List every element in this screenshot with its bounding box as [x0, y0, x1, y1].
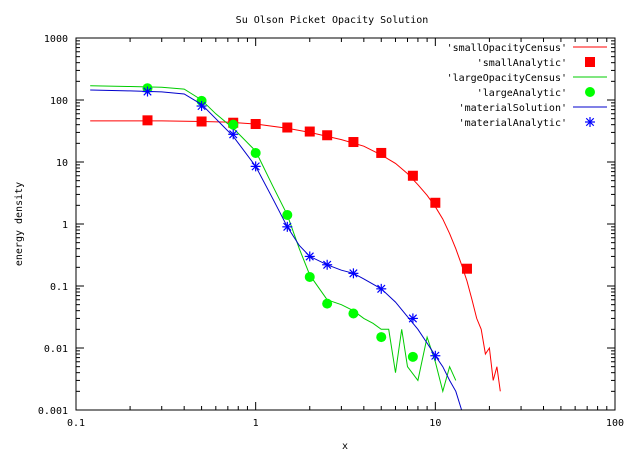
data-point-5	[282, 221, 293, 232]
data-point-5	[407, 313, 418, 324]
legend-label: 'largeOpacityCensus'	[447, 73, 567, 84]
data-point-1	[461, 263, 472, 274]
legend-label: 'materialSolution'	[459, 103, 567, 114]
data-point-1	[142, 115, 153, 126]
data-point-5	[142, 86, 153, 97]
data-point-3	[250, 147, 261, 158]
data-point-5	[348, 268, 359, 279]
data-point-1	[282, 122, 293, 133]
data-point-1	[407, 170, 418, 181]
x-tick-label: 0.1	[67, 418, 85, 429]
x-tick-label: 10	[429, 418, 441, 429]
x-tick-label: 100	[606, 418, 624, 429]
plot-series	[90, 83, 501, 411]
data-point-5	[376, 283, 387, 294]
data-point-3	[407, 351, 418, 362]
data-point-1	[348, 137, 359, 148]
y-tick-label: 1000	[44, 34, 68, 45]
data-point-5	[228, 129, 239, 140]
data-point-5	[250, 161, 261, 172]
y-tick-label: 10	[56, 158, 68, 169]
y-tick-label: 0.1	[50, 282, 68, 293]
data-point-3	[376, 332, 387, 343]
legend-label: 'materialAnalytic'	[459, 118, 567, 129]
data-point-1	[196, 116, 207, 127]
data-point-3	[348, 308, 359, 319]
data-point-1	[430, 197, 441, 208]
x-axis-label: x	[342, 441, 348, 452]
data-point-5	[196, 101, 207, 112]
legend-label: 'smallOpacityCensus'	[447, 43, 567, 54]
legend-marker-swatch	[585, 57, 595, 67]
plot-frame	[75, 37, 616, 411]
axis-ticks: 0.1 1 10 100 0.001 0.01 0.1 1 10 100 1000	[38, 34, 624, 429]
series-line-0	[90, 120, 501, 392]
data-point-3	[228, 119, 239, 130]
y-axis-label: energy density	[14, 182, 25, 266]
data-point-1	[376, 147, 387, 158]
data-point-3	[282, 209, 293, 220]
chart-title: Su Olson Picket Opacity Solution	[236, 15, 429, 26]
y-tick-label: 0.001	[38, 406, 68, 417]
series-line-2	[90, 85, 457, 394]
legend-label: 'smallAnalytic'	[477, 58, 567, 69]
data-point-1	[250, 119, 261, 130]
data-point-5	[322, 259, 333, 270]
y-tick-label: 100	[50, 96, 68, 107]
legend-label: 'largeAnalytic'	[477, 88, 567, 99]
data-point-1	[322, 130, 333, 141]
legend-marker-swatch	[585, 87, 595, 97]
x-tick-label: 1	[253, 418, 259, 429]
data-point-5	[430, 350, 441, 361]
legend: 'smallOpacityCensus' 'smallAnalytic' 'larg…	[447, 43, 607, 129]
legend-marker-swatch	[585, 117, 595, 127]
y-tick-label: 1	[62, 220, 68, 231]
y-tick-label: 0.01	[44, 344, 68, 355]
data-point-5	[304, 251, 315, 262]
data-point-3	[322, 298, 333, 309]
data-point-3	[304, 271, 315, 282]
data-point-1	[304, 126, 315, 137]
